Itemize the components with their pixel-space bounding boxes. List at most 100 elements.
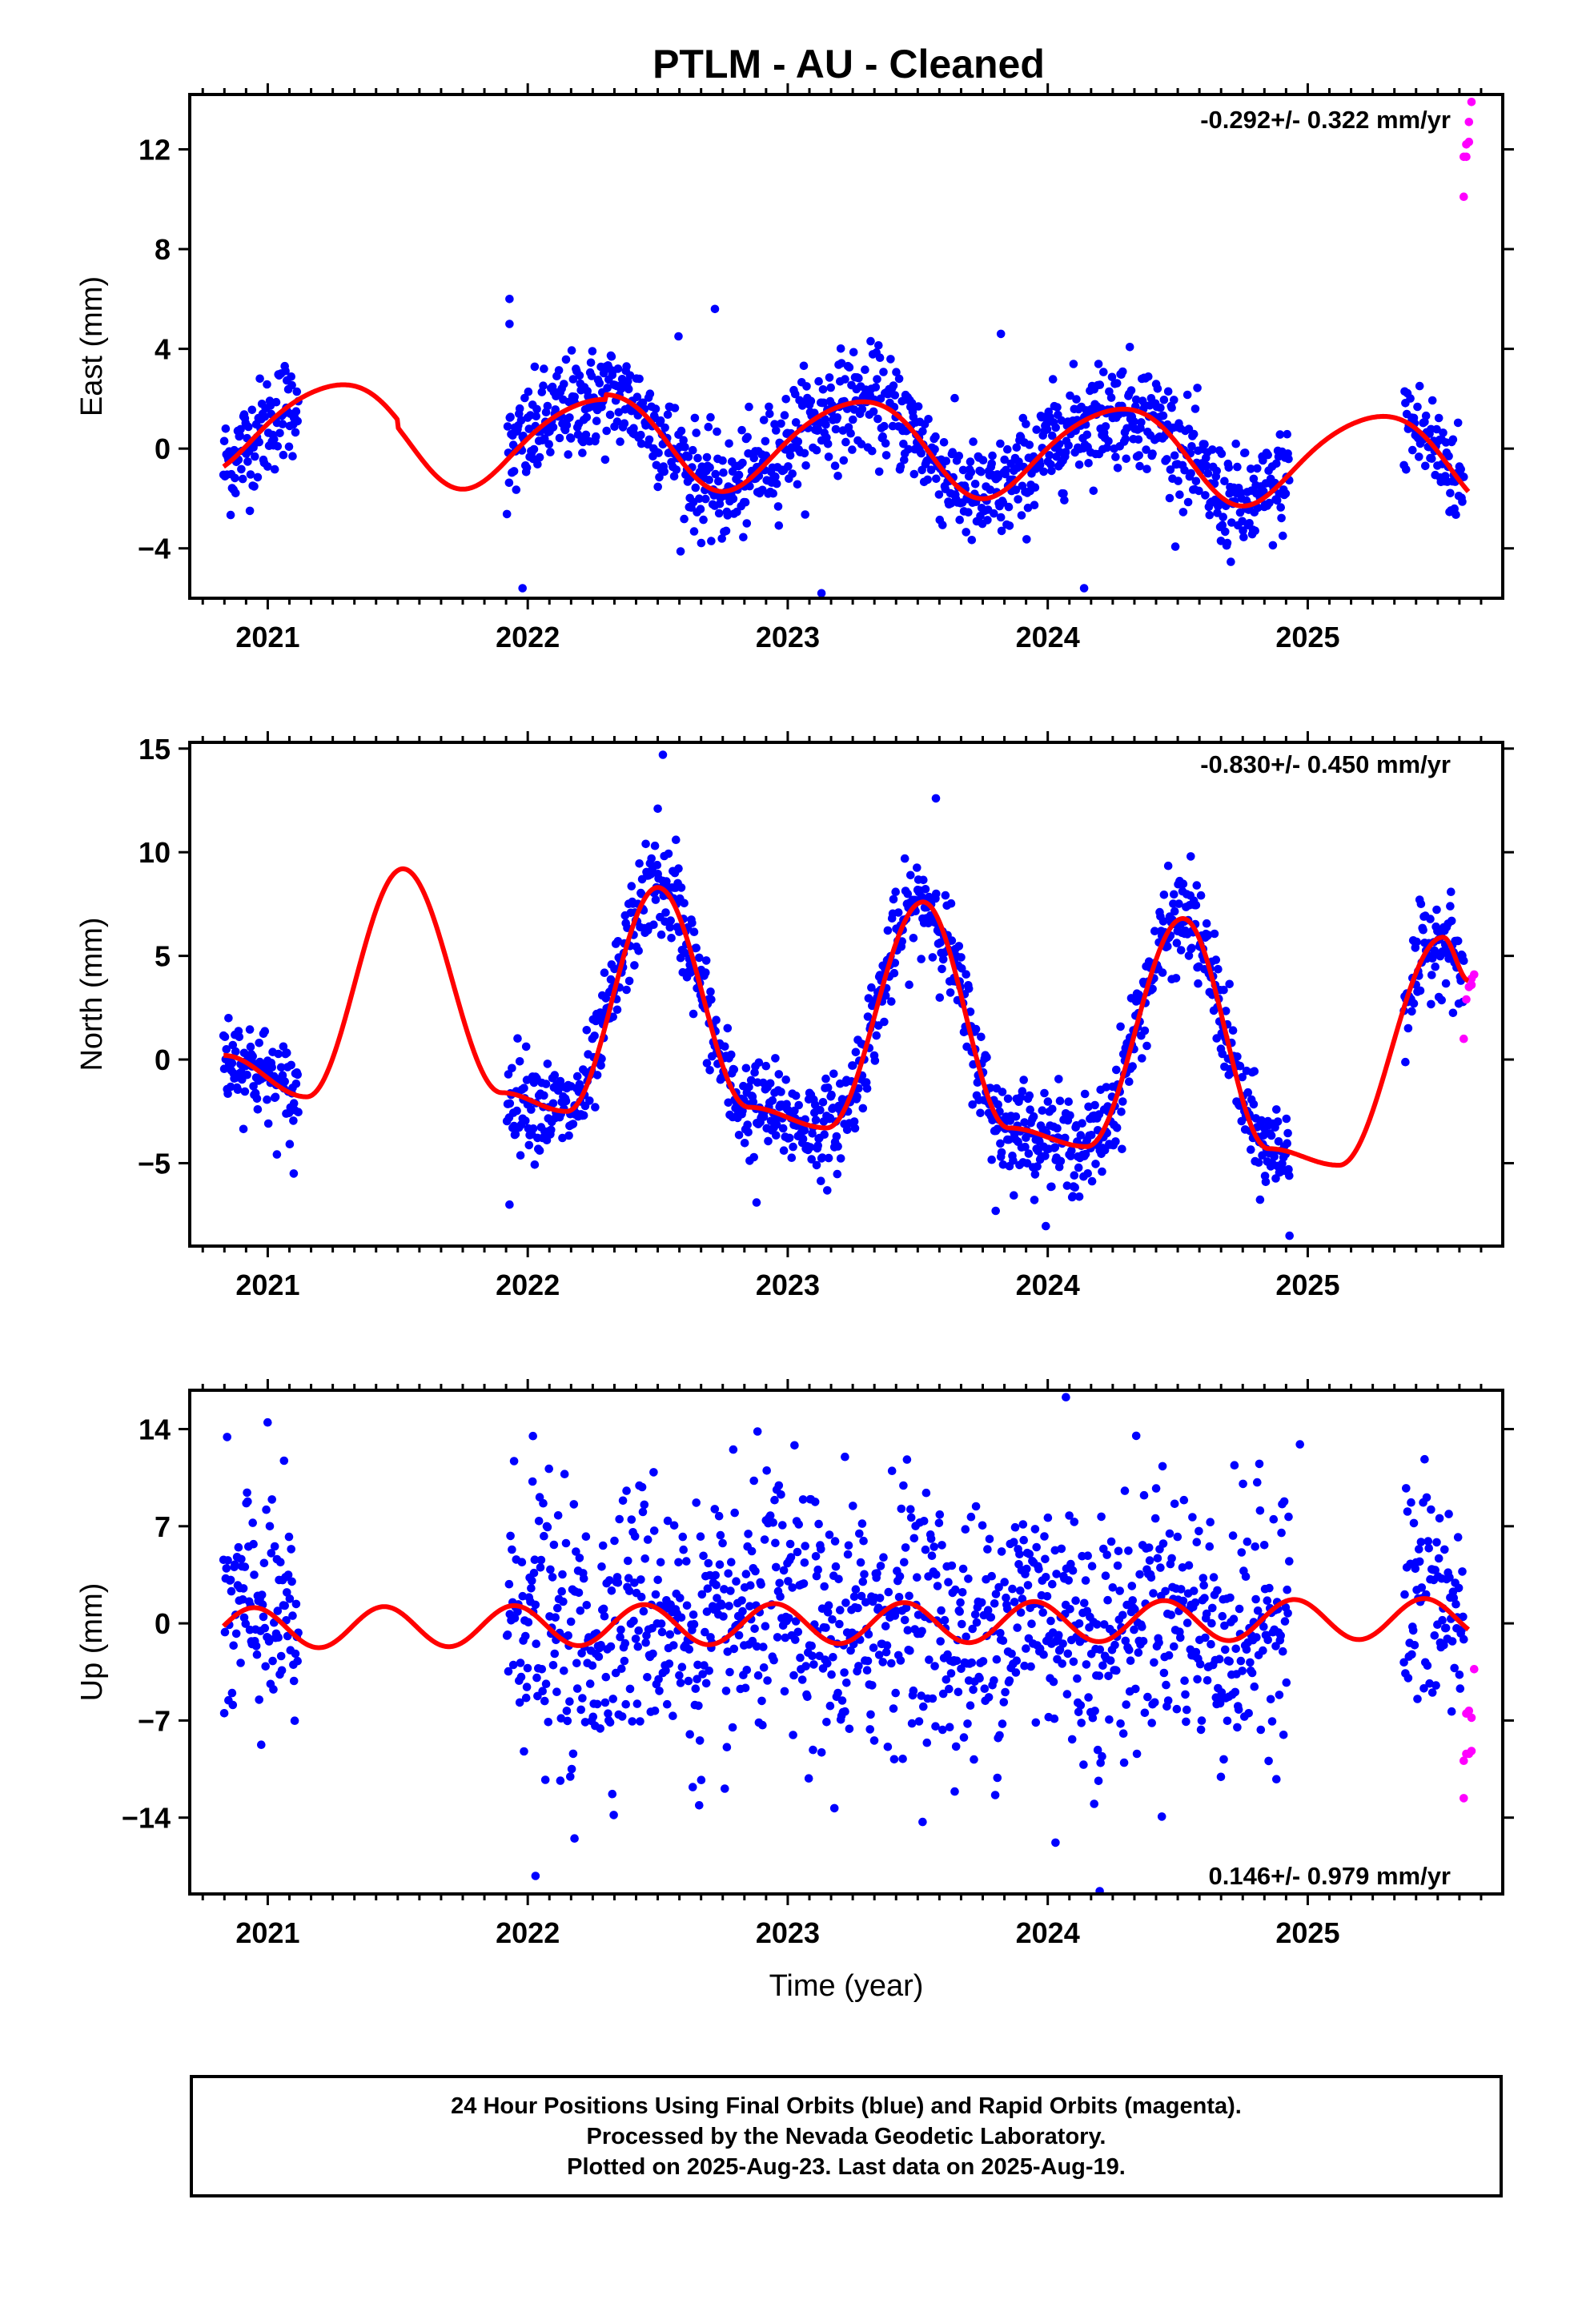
east-final-point [600, 455, 610, 464]
up-final-point [957, 1664, 966, 1674]
north-final-point [1159, 891, 1169, 899]
east-x-tick-label: 2024 [1016, 621, 1080, 653]
up-final-point [669, 1521, 679, 1530]
up-final-point [1400, 1590, 1409, 1599]
up-final-point [770, 1495, 779, 1505]
up-final-point [809, 1745, 817, 1755]
east-final-point [568, 375, 578, 384]
up-final-point [592, 1699, 602, 1709]
up-final-point [1221, 1645, 1230, 1655]
up-final-point [259, 1558, 269, 1568]
north-final-point [568, 1120, 578, 1128]
up-final-point [789, 1671, 798, 1680]
north-final-point [1163, 942, 1172, 951]
up-final-point [851, 1585, 861, 1594]
up-final-point [509, 1457, 519, 1466]
up-final-point [260, 1623, 270, 1633]
up-final-point [1022, 1644, 1030, 1653]
up-final-point [784, 1577, 793, 1586]
up-final-point [606, 1642, 616, 1651]
up-final-point [1010, 1598, 1019, 1606]
north-final-point [749, 1097, 758, 1107]
up-final-point [931, 1722, 940, 1731]
east-final-point [907, 399, 917, 408]
up-final-point [1460, 1634, 1468, 1644]
up-final-point [1259, 1646, 1267, 1655]
north-final-point [610, 964, 619, 974]
up-final-point [1145, 1556, 1154, 1565]
up-final-point [1182, 1705, 1191, 1715]
up-final-point [580, 1718, 590, 1727]
up-final-point [1005, 1676, 1014, 1685]
north-y-tick-label: −5 [138, 1147, 171, 1180]
up-final-point [990, 1676, 998, 1685]
north-final-point [1194, 979, 1203, 988]
east-final-point [1263, 450, 1272, 460]
east-final-point [293, 416, 303, 426]
up-final-point [985, 1534, 994, 1544]
up-final-point [694, 1701, 703, 1711]
east-final-point [1170, 542, 1180, 551]
up-final-point [1083, 1551, 1092, 1560]
east-final-point [881, 439, 890, 448]
up-final-point [762, 1466, 771, 1475]
east-final-point [772, 426, 781, 435]
up-final-point [1449, 1593, 1459, 1602]
up-final-point [560, 1667, 568, 1675]
up-final-point [696, 1532, 705, 1541]
east-final-point [681, 443, 689, 452]
up-final-point [958, 1619, 966, 1629]
north-rapid-point [1467, 980, 1476, 990]
up-final-point [1110, 1640, 1119, 1650]
east-final-point [777, 419, 785, 428]
up-final-point [903, 1626, 913, 1634]
north-final-point [1254, 1158, 1263, 1167]
north-final-point [936, 938, 945, 947]
east-final-point [765, 409, 774, 419]
north-final-point [787, 1153, 797, 1162]
east-final-point [532, 412, 540, 421]
up-final-point [599, 1604, 608, 1614]
up-final-point [927, 1551, 937, 1560]
up-final-point [1122, 1600, 1131, 1610]
up-final-point [572, 1547, 580, 1556]
east-final-point [505, 295, 514, 304]
east-final-point [932, 474, 941, 484]
up-final-point [986, 1613, 996, 1622]
east-final-point [1253, 464, 1262, 473]
east-final-point [1224, 463, 1234, 472]
up-final-point [1015, 1550, 1024, 1558]
east-final-point [1446, 489, 1455, 498]
up-final-point [712, 1581, 721, 1590]
up-final-point [1115, 1586, 1124, 1595]
north-final-point [744, 1128, 753, 1137]
north-model-curve [222, 866, 1470, 1168]
up-final-point [227, 1586, 236, 1596]
east-final-point [1415, 381, 1424, 391]
east-final-point [1023, 503, 1033, 513]
up-final-point [1106, 1537, 1116, 1546]
north-final-point [1219, 985, 1228, 995]
up-final-point [698, 1670, 707, 1679]
up-final-point [873, 1569, 881, 1578]
up-final-point [765, 1511, 775, 1520]
up-final-point [1246, 1658, 1255, 1667]
north-final-point [1081, 1149, 1090, 1159]
up-final-point [657, 1627, 667, 1637]
north-final-point [1427, 971, 1436, 979]
up-final-point [785, 1539, 795, 1549]
east-final-point [1448, 435, 1458, 444]
up-final-point [521, 1693, 531, 1703]
up-final-point [531, 1872, 540, 1880]
up-final-point [828, 1615, 837, 1624]
up-final-point [1135, 1570, 1144, 1579]
north-final-point [245, 1025, 255, 1034]
up-final-point [1042, 1592, 1052, 1601]
north-final-point [272, 1150, 282, 1159]
up-final-point [854, 1662, 863, 1671]
east-final-point [1212, 466, 1221, 476]
north-final-point [862, 1084, 872, 1093]
north-final-point [1066, 1111, 1074, 1120]
north-x-tick-label: 2024 [1016, 1269, 1080, 1301]
north-final-point [656, 930, 666, 939]
